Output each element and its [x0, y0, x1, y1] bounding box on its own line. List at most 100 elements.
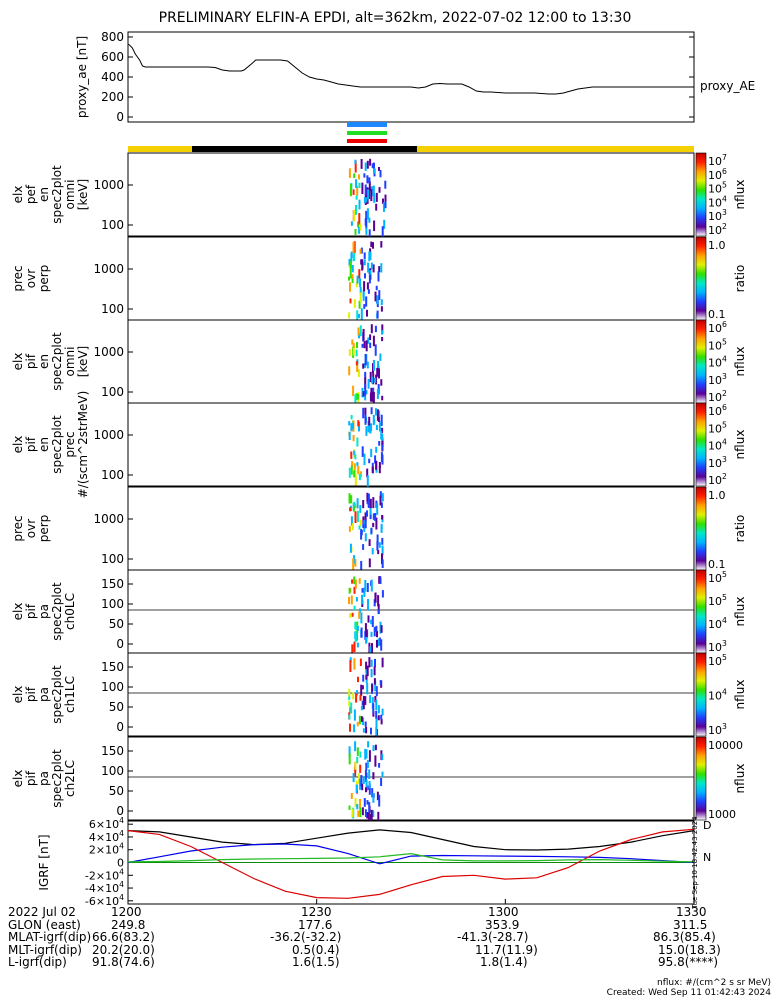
spectrogram-pixel: [368, 251, 371, 262]
spectrogram-pixel: [349, 298, 352, 304]
y-tick-label: 800: [101, 30, 124, 44]
spectrogram-pixel: [348, 431, 351, 440]
timestamp-side-label: Tue Sep 10 18:42:43 2024: [691, 816, 699, 910]
spectrogram-pixel: [380, 718, 383, 725]
spectrogram-pixel: [382, 198, 384, 204]
spectrogram-pixel: [376, 541, 379, 551]
spectrogram-pixel: [348, 366, 351, 376]
spectrogram-pixel: [349, 259, 352, 268]
spectrogram-pixel: [362, 776, 365, 784]
legend-label: D: [703, 819, 711, 832]
spectrogram-pixel: [358, 213, 361, 225]
y-axis-label: elx: [11, 770, 25, 788]
spectrogram-pixel: [364, 407, 367, 419]
spectrogram-pixel: [366, 760, 369, 768]
footer-cell: 2022 Jul 02: [8, 905, 76, 919]
spectrogram-pixel: [381, 515, 384, 520]
spectrogram-pixel: [349, 543, 352, 553]
spectrogram-pixel: [374, 744, 377, 751]
y-tick-label: 0: [116, 720, 124, 734]
y-axis-label: ch1LC: [63, 676, 77, 713]
spectrogram-pixel: [350, 451, 353, 459]
spectrogram-pixel: [375, 517, 378, 530]
spectrogram-pixel: [360, 560, 363, 571]
spectrogram-pixel: [377, 360, 380, 369]
spectrogram-pixel: [381, 754, 384, 761]
spectrogram-pixel: [353, 658, 356, 670]
spectrogram-pixel: [362, 674, 365, 682]
colorbar-tick-label: 106: [708, 403, 727, 418]
spectrogram-pixel: [357, 221, 360, 228]
spectrogram-pixel: [365, 296, 368, 307]
spectrogram-pixel: [372, 711, 375, 717]
spectrogram-pixel: [372, 335, 375, 347]
spectrogram-pixel: [378, 167, 380, 171]
spectrogram-pixel: [364, 371, 367, 378]
footer-cell: 1.8(1.4): [480, 955, 528, 970]
colorbar-tick-label: 106: [708, 167, 727, 182]
footer-row-lshell: L-igrf(dip) 91.8(74.6) 1.6(1.5) 1.8(1.4)…: [8, 956, 768, 969]
spectrogram-pixel: [366, 160, 369, 169]
spectrogram-pixel: [367, 599, 369, 611]
spectrogram-pixel: [369, 392, 372, 402]
spectrogram-pixel: [353, 586, 356, 594]
spectrogram-pixel: [379, 170, 382, 178]
spectrogram-pixel: [378, 763, 381, 768]
y-axis-label: ovr: [24, 269, 38, 288]
spectrogram-pixel: [367, 421, 370, 433]
y-axis-label: elx: [11, 186, 25, 204]
spectrogram-pixel: [381, 454, 384, 465]
spectrogram-pixel: [372, 242, 374, 249]
y-tick-label: 150: [101, 577, 124, 591]
spectrogram-pixel: [353, 299, 356, 308]
spectrogram-pixel: [371, 788, 374, 798]
spectrogram-pixel: [356, 498, 359, 509]
spectrogram-pixel: [376, 791, 379, 801]
spectrogram-pixel: [358, 269, 361, 279]
proxy-ae-line: [127, 43, 694, 95]
y-tick-label: 2×104: [89, 842, 124, 857]
spectrogram-pixel: [363, 587, 366, 597]
spectrogram-pixel: [359, 519, 362, 527]
spectrogram-pixel: [377, 271, 380, 282]
spectrogram-pixel: [368, 217, 371, 223]
spectrogram-pixel: [364, 376, 367, 389]
spectrogram-pixel: [348, 349, 351, 356]
spectrogram-pixel: [350, 423, 353, 432]
spectrogram-pixel: [377, 416, 380, 422]
colorbar-label: ratio: [733, 515, 747, 543]
spectrogram-pixel: [355, 393, 358, 401]
spectrogram-pixel: [365, 220, 368, 229]
spectrogram-pixel: [365, 390, 368, 395]
spectrogram-pixel: [364, 363, 366, 368]
spectrogram-pixel: [380, 241, 383, 248]
spectrogram-pixel: [380, 526, 383, 533]
spectrogram-pixel: [364, 623, 367, 631]
spectrogram-pixel: [366, 468, 369, 478]
footer-cell: 1230: [301, 905, 332, 919]
spectrogram-pixel: [354, 159, 357, 164]
spectrogram-pixel: [372, 810, 375, 817]
spectrogram-pixel: [348, 597, 350, 604]
spectrogram-pixel: [374, 755, 377, 767]
y-axis-label: [keV]: [76, 179, 90, 210]
footer-cell: 20.2(20.0): [92, 942, 155, 957]
spectrogram-pixel: [360, 627, 363, 638]
spectrogram-pixel: [375, 625, 378, 632]
spectrogram-pixel: [378, 441, 381, 446]
colorbar-label: nflux: [733, 347, 747, 377]
y-axis-label: pef: [24, 184, 38, 204]
spectrogram-pixel: [371, 376, 374, 384]
y-tick-label: 0: [117, 857, 124, 870]
spectrogram-pixel: [378, 410, 381, 417]
spectrogram-pixel: [354, 761, 357, 770]
spectrogram-pixel: [367, 378, 370, 389]
footer-cell: L-igrf(dip): [8, 955, 67, 970]
spectrogram-pixel: [361, 701, 364, 706]
spectrogram-pixel: [361, 446, 364, 457]
spectrogram-pixel: [368, 539, 371, 546]
y-tick-label: 600: [101, 50, 124, 64]
spectrogram-pixel: [374, 344, 377, 356]
spectrogram-pixel: [381, 771, 384, 778]
